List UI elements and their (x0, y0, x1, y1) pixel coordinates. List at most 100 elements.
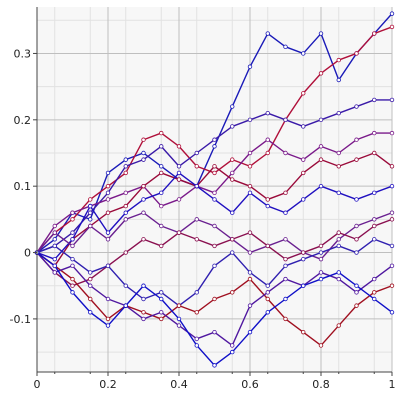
series-point (318, 243, 324, 249)
series-point (123, 190, 128, 196)
series-point (283, 237, 288, 242)
series-point (194, 237, 199, 242)
series-point (247, 230, 253, 235)
series-point (230, 157, 235, 162)
series-point (70, 210, 75, 215)
series-point (389, 243, 395, 249)
series-point (265, 203, 270, 209)
series-point (70, 263, 75, 269)
series-point (354, 250, 359, 255)
series-point (265, 110, 270, 116)
series-point (212, 144, 217, 149)
series-point (176, 323, 182, 328)
series-point (318, 270, 324, 275)
series-point (212, 243, 217, 249)
series-point (230, 237, 235, 242)
series-point (141, 183, 146, 189)
series-point (212, 190, 217, 196)
series-point (354, 283, 359, 288)
series-point (141, 150, 146, 156)
series-point (141, 310, 146, 315)
series-point (265, 150, 270, 156)
series-point (159, 190, 164, 196)
series-point (159, 316, 164, 322)
series-point (194, 310, 199, 315)
series-point (159, 144, 164, 149)
series-point (247, 276, 253, 282)
series-point (283, 44, 288, 50)
series-point (230, 290, 235, 295)
series-point (372, 150, 377, 156)
series-point (194, 183, 199, 189)
series-point (105, 210, 111, 215)
series-point (318, 157, 324, 162)
series-point (283, 150, 288, 156)
series-point (123, 157, 128, 162)
series-point (283, 256, 288, 262)
series-point (354, 197, 359, 202)
series-point (88, 296, 93, 302)
y-tick-label: 0.1 (14, 180, 32, 193)
series-point (301, 197, 306, 202)
series-point (176, 316, 182, 322)
series-point (318, 117, 324, 123)
series-point (301, 51, 306, 56)
series-point (230, 210, 235, 215)
y-tick-label: 0.3 (14, 47, 32, 60)
series-point (372, 31, 377, 36)
series-point (105, 230, 111, 235)
series-point (283, 117, 288, 123)
series-point (88, 270, 93, 275)
series-point (105, 237, 111, 242)
series-point (230, 349, 235, 355)
series-point (283, 296, 288, 302)
series-point (194, 150, 199, 156)
series-point (70, 283, 75, 288)
series-point (247, 150, 253, 156)
series-point (159, 223, 164, 229)
y-tick-label: 0.2 (14, 114, 32, 127)
series-point (88, 310, 93, 315)
series-point (123, 203, 128, 209)
series-point (283, 210, 288, 215)
series-point (70, 290, 75, 295)
x-tick-label: 0.4 (170, 378, 188, 391)
series-point (176, 170, 182, 176)
series-point (52, 237, 57, 242)
series-3 (34, 97, 395, 255)
series-point (318, 71, 324, 76)
series-point (318, 183, 324, 189)
x-tick-label: 0.8 (312, 378, 330, 391)
series-point (159, 170, 164, 176)
series-point (159, 296, 164, 302)
series-point (105, 170, 111, 176)
series-point (123, 303, 128, 308)
series-point (265, 310, 270, 315)
series-point (88, 217, 93, 222)
series-point (247, 270, 253, 275)
series-point (212, 296, 217, 302)
series-point (176, 164, 182, 169)
series-point (70, 276, 75, 282)
series-point (159, 290, 164, 295)
series-point (52, 230, 57, 235)
series-point (123, 164, 128, 169)
series-point (123, 250, 128, 255)
series-point (212, 329, 217, 335)
series-point (301, 157, 306, 162)
series-point (318, 144, 324, 149)
series-point (265, 296, 270, 302)
series-point (354, 223, 359, 229)
series-point (336, 323, 341, 328)
series-point (336, 237, 341, 242)
series-point (372, 276, 377, 282)
series-point (88, 197, 93, 202)
series-point (212, 363, 217, 368)
y-tick-label: 0 (24, 247, 31, 260)
x-ticks: 0 0.2 0.4 0.6 0.8 1 (34, 372, 396, 391)
series-point (265, 137, 270, 142)
series-point (212, 197, 217, 202)
series-point (159, 130, 164, 136)
series-point (354, 104, 359, 109)
series-point (301, 170, 306, 176)
